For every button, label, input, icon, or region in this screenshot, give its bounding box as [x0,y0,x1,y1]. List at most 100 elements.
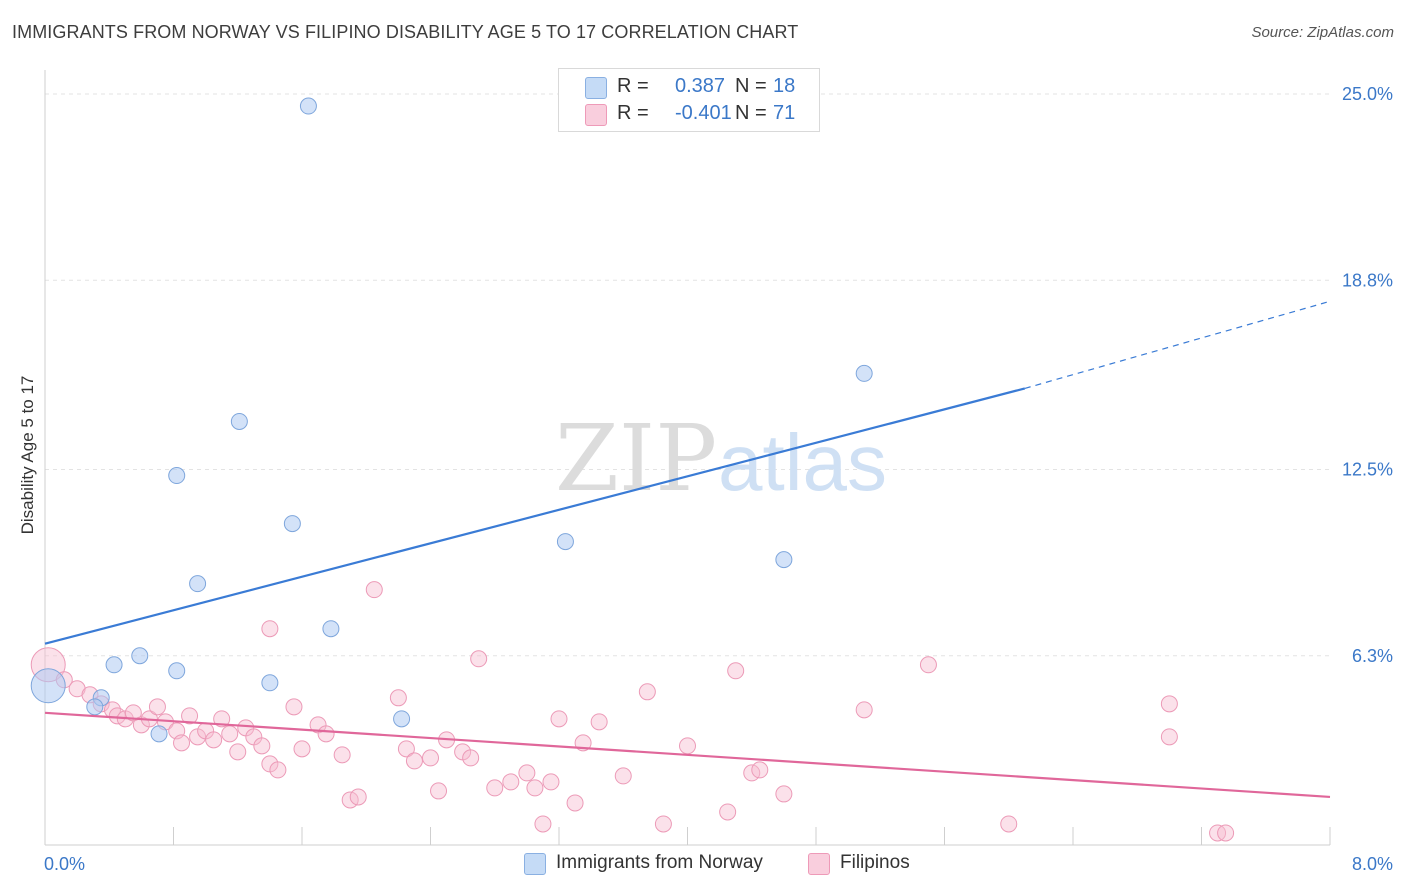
legend-n-value: 71 [773,102,796,124]
tick-labels: 6.3% 12.5% 18.8% 25.0% 0.0% 8.0% [44,84,1393,874]
point-filipinos [462,749,480,767]
x-tick-label: 0.0% [44,854,85,874]
point-norway [299,97,317,115]
legend-r-value: -0.401 [675,102,732,124]
point-filipinos [614,767,632,785]
point-filipinos [719,803,737,821]
watermark: ZIP atlas [555,405,887,512]
watermark-zip: ZIP [555,405,717,512]
point-filipinos [550,710,568,728]
point-filipinos [1160,695,1178,713]
point-filipinos [205,731,223,749]
point-norway [168,467,186,485]
point-filipinos [751,761,769,779]
point-filipinos [422,749,439,767]
legend-r-value: 0.387 [675,75,726,97]
point-filipinos [229,743,247,761]
point-filipinos [486,779,504,797]
point-filipinos [261,620,279,638]
point-filipinos [542,773,560,791]
point-norway [393,710,411,728]
y-tick-label: 6.3% [1352,646,1393,666]
bottom-legend-label-filipinos: Filipinos [840,852,910,873]
point-filipinos [526,779,544,797]
point-norway [855,364,873,382]
series-norway [30,97,873,743]
bottom-legend-swatch-filipinos [808,853,830,875]
point-norway [230,412,248,430]
point-norway [283,515,301,533]
point-filipinos [502,773,520,791]
point-filipinos [333,746,351,764]
legend-swatch-filipinos [585,104,607,126]
point-filipinos [221,725,239,743]
point-filipinos [173,734,191,752]
point-filipinos [397,740,415,758]
point-norway [30,668,66,704]
legend-n-label: N = [735,75,767,97]
point-norway [168,662,186,680]
axes [44,70,1331,846]
source-label: Source: ZipAtlas.com [1251,24,1394,41]
chart-title: IMMIGRANTS FROM NORWAY VS FILIPINO DISAB… [12,22,799,42]
point-filipinos [590,713,608,731]
point-norway [131,647,149,665]
bottom-legend-swatch-norway [524,853,546,875]
correlation-legend: R = 0.387 N = 18 R = -0.401 N = 71 [558,68,820,132]
point-filipinos [679,737,696,755]
y-tick-label: 18.8% [1342,270,1393,290]
legend-n-value: 18 [773,75,796,97]
bottom-legend-label-norway: Immigrants from Norway [556,852,763,873]
legend-swatch-norway [585,77,607,99]
point-norway [261,674,279,692]
point-filipinos [405,752,423,770]
point-norway [150,725,168,743]
y-tick-label: 25.0% [1342,84,1393,104]
point-filipinos [518,764,536,782]
point-filipinos [919,656,937,674]
point-filipinos [1000,815,1018,833]
point-filipinos [365,581,383,599]
point-filipinos [269,761,287,779]
point-filipinos [285,698,303,716]
point-filipinos [389,689,407,707]
point-norway [322,620,340,638]
point-filipinos [148,698,166,716]
point-filipinos [1160,728,1178,746]
watermark-atlas: atlas [718,418,887,507]
point-norway [189,575,207,593]
point-filipinos [317,725,335,743]
point-filipinos [855,701,873,719]
trend-line-norway [44,387,1026,645]
point-filipinos [775,785,793,803]
point-norway [86,698,104,716]
trend-lines [44,300,1331,799]
x-tick-label: 8.0% [1352,854,1393,874]
grid-lines [45,93,1330,657]
point-filipinos [638,683,656,701]
point-filipinos [727,662,745,680]
point-filipinos [534,815,552,833]
y-tick-label: 12.5% [1342,460,1393,480]
point-filipinos [124,704,142,722]
point-filipinos [470,650,488,668]
point-filipinos [181,707,199,725]
point-filipinos [349,788,367,806]
point-filipinos [1217,824,1235,842]
point-filipinos [293,740,311,758]
legend-r-label: R = [617,75,649,97]
point-norway [775,551,793,569]
trend-line-norway-extension [1024,300,1331,389]
point-norway [105,656,123,674]
point-filipinos [654,815,672,833]
y-axis-label: Disability Age 5 to 17 [18,375,37,535]
trend-line-filipinos [44,711,1331,799]
point-norway [556,533,574,551]
series-filipinos [30,581,1235,842]
point-filipinos [213,710,231,728]
point-filipinos [430,782,448,800]
legend-r-label: R = [617,102,649,124]
point-filipinos [566,794,584,812]
point-filipinos [253,737,271,755]
